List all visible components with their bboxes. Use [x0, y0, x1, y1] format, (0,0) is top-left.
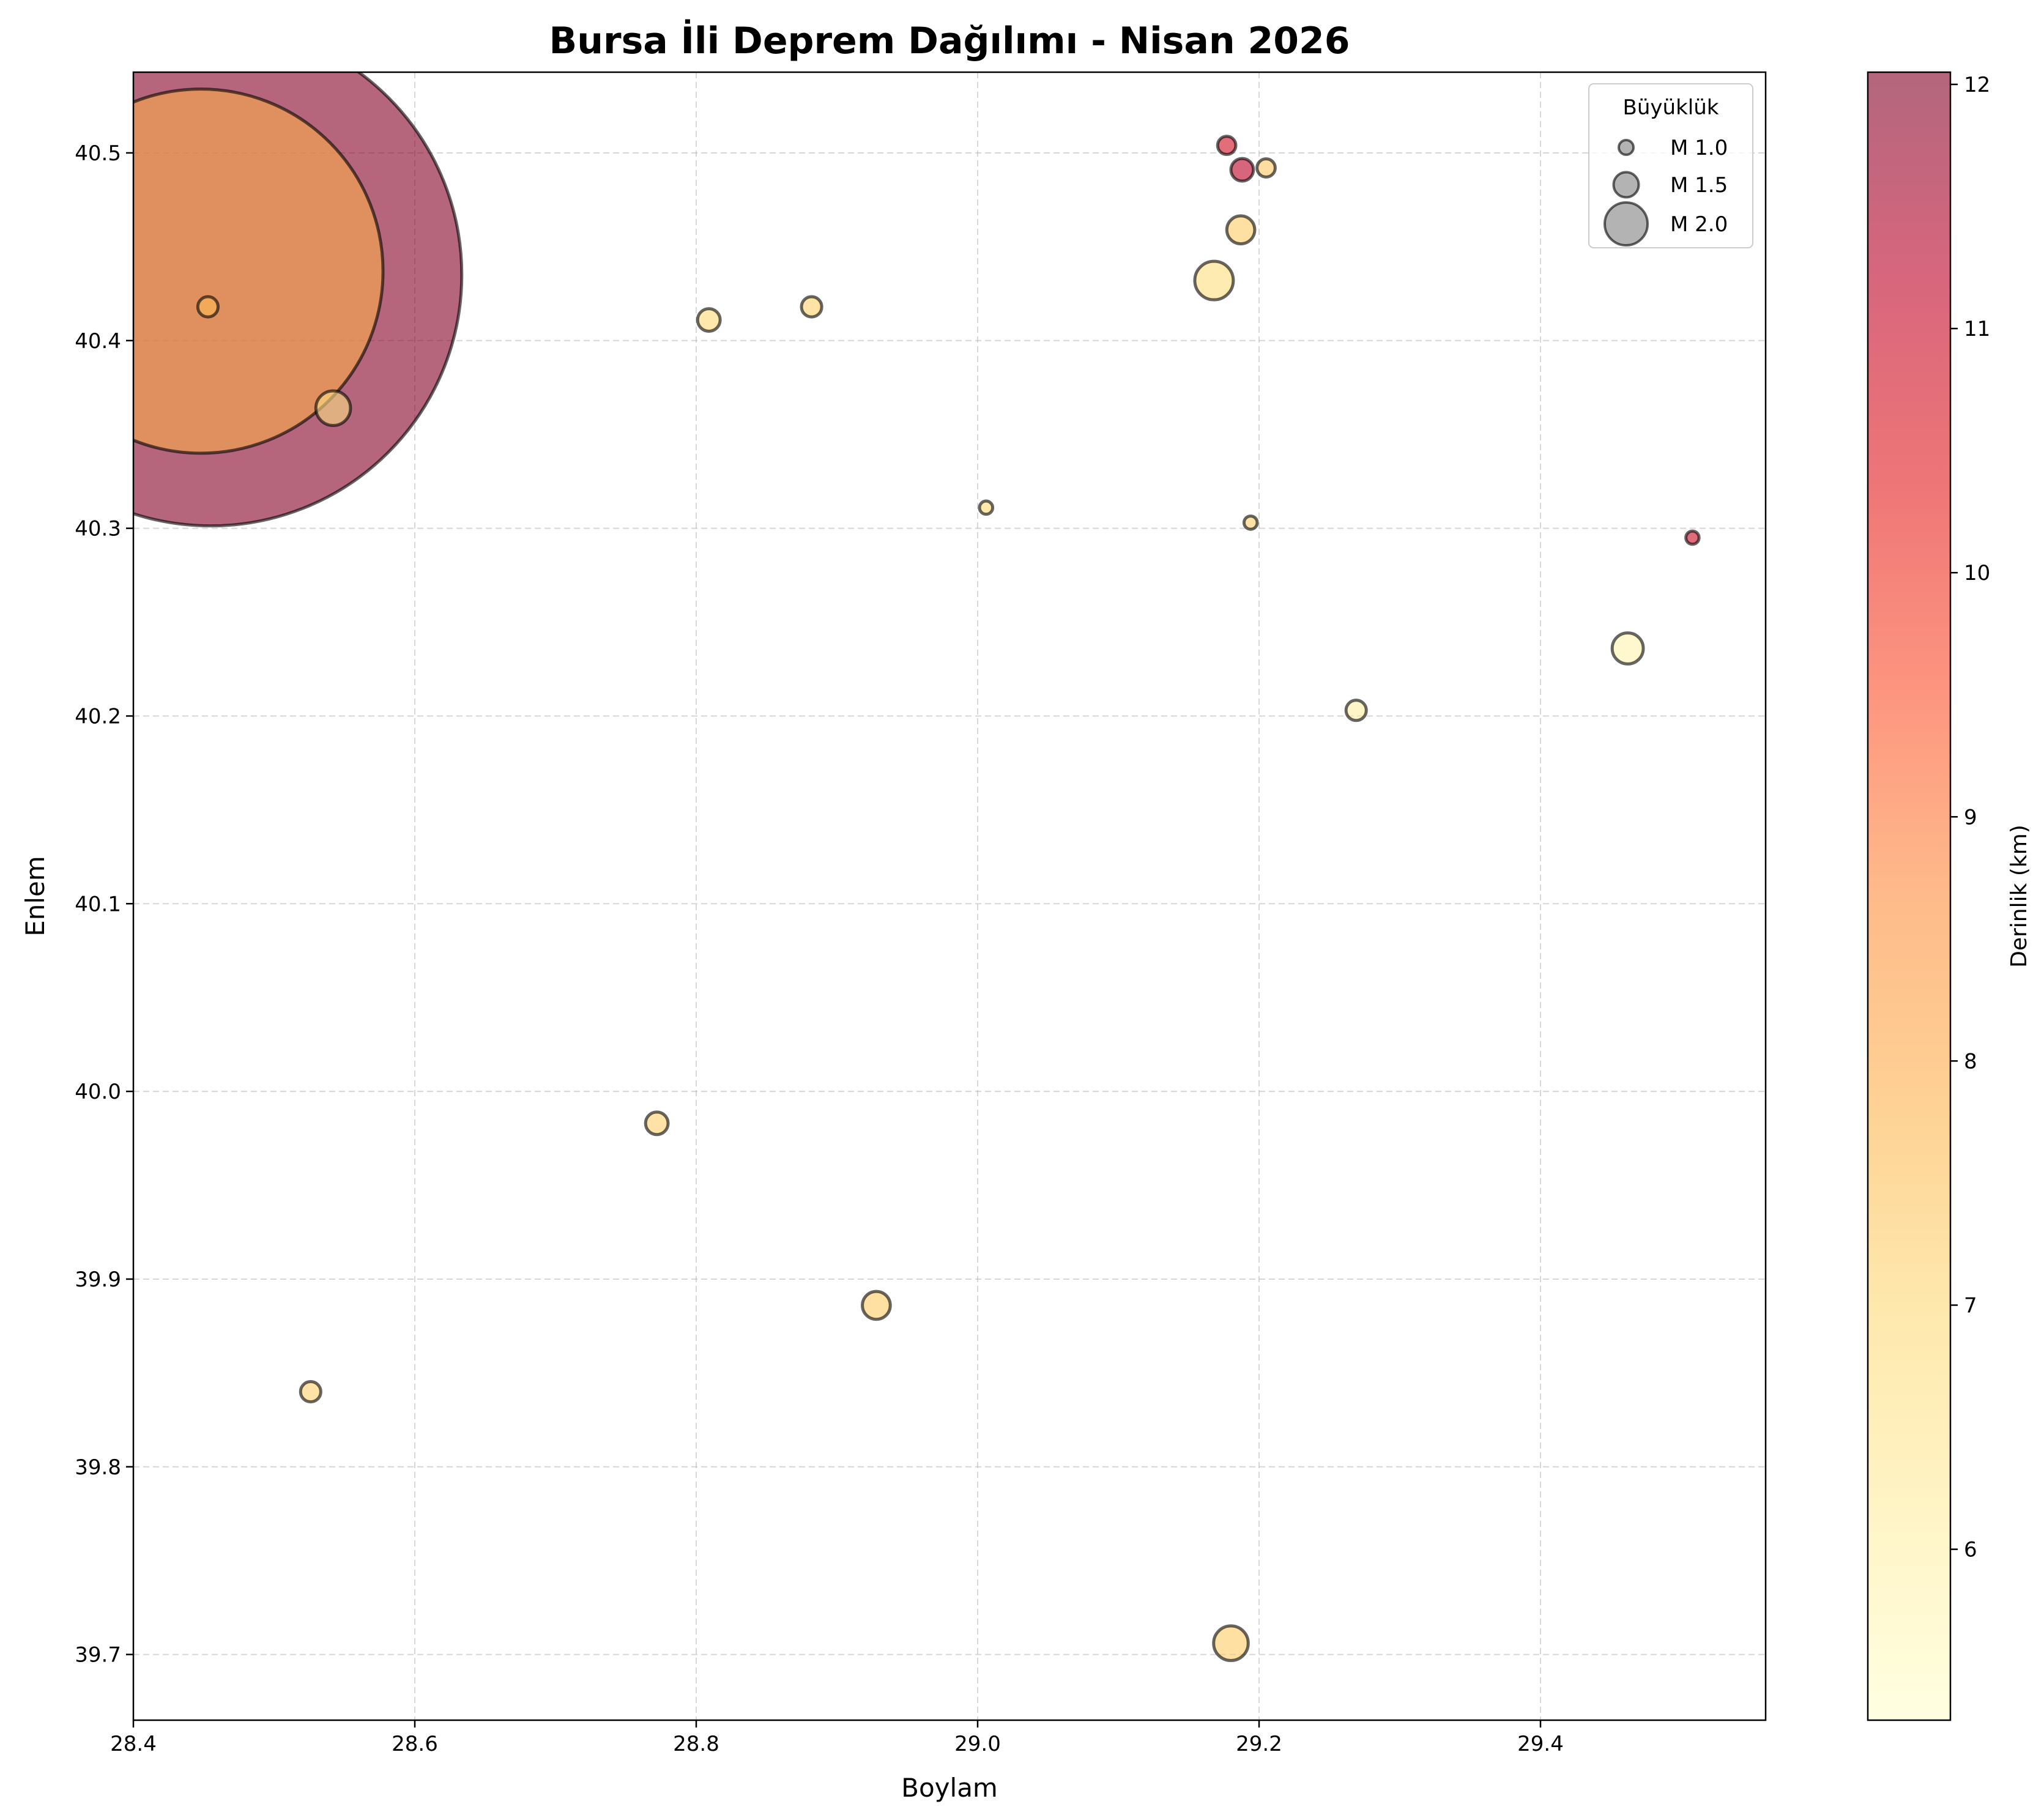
- colorbar-ticks: 6 7 8 9 10 11 12: [1950, 73, 1990, 1562]
- earthquake-point: [133, 87, 385, 455]
- legend-label: M 1.0: [1670, 136, 1728, 160]
- colorbar-tick-label: 7: [1964, 1294, 1977, 1318]
- x-tick-label: 28.6: [392, 1732, 438, 1756]
- earthquake-point: [696, 307, 722, 333]
- chart-title: Bursa İli Deprem Dağılımı - Nisan 2026: [549, 18, 1350, 62]
- legend-title: Büyüklük: [1623, 95, 1719, 120]
- plot-frame: [132, 71, 1767, 1721]
- earthquake-point: [861, 1290, 892, 1321]
- y-tick-label: 40.5: [75, 141, 121, 166]
- legend-marker: [1617, 138, 1635, 157]
- legend-marker: [1612, 171, 1640, 199]
- x-tick-label: 28.8: [673, 1732, 719, 1756]
- y-tick-label: 40.4: [75, 329, 121, 354]
- colorbar-label: Derinlik (km): [2007, 825, 2032, 968]
- earthquake-point: [1684, 529, 1701, 546]
- x-tick-label: 29.2: [1236, 1732, 1282, 1756]
- x-axis: 28.4 28.6 28.8 29.0 29.2 29.4: [110, 1720, 1564, 1756]
- earthquake-point: [1216, 135, 1238, 157]
- legend: Büyüklük M 1.0 M 1.5 M 2.0: [1588, 83, 1753, 248]
- earthquake-point: [196, 295, 220, 319]
- y-tick-label: 39.7: [75, 1643, 121, 1668]
- colorbar: [1867, 71, 1952, 1721]
- x-tick-label: 29.0: [954, 1732, 1001, 1756]
- earthquake-point: [800, 295, 823, 319]
- x-tick-label: 29.4: [1517, 1732, 1564, 1756]
- colorbar-tick-label: 9: [1964, 805, 1977, 830]
- earthquake-point: [1344, 699, 1368, 722]
- colorbar-tick-label: 6: [1964, 1538, 1977, 1562]
- earthquake-point: [1193, 259, 1235, 302]
- legend-marker: [1603, 201, 1649, 247]
- earthquake-point: [1255, 157, 1277, 179]
- earthquake-point: [1212, 1624, 1250, 1662]
- colorbar-tick-label: 12: [1964, 73, 1990, 97]
- colorbar-tick-label: 10: [1964, 561, 1990, 585]
- y-tick-label: 40.3: [75, 517, 121, 541]
- y-axis: 39.7 39.8 39.9 40.0 40.1 40.2 40.3 40.4 40.5: [75, 141, 133, 1668]
- y-tick-label: 39.8: [75, 1455, 121, 1480]
- y-tick-label: 40.1: [75, 892, 121, 916]
- earthquake-point: [1229, 157, 1255, 183]
- x-tick-label: 28.4: [110, 1732, 157, 1756]
- y-axis-label: Enlem: [20, 856, 50, 937]
- x-axis-label: Boylam: [901, 1773, 998, 1803]
- y-tick-label: 40.0: [75, 1080, 121, 1104]
- colorbar-tick-label: 8: [1964, 1049, 1977, 1074]
- earthquake-point: [644, 1110, 670, 1137]
- earthquake-point: [299, 1379, 322, 1404]
- earthquake-point: [978, 499, 995, 516]
- data-points: [133, 72, 1701, 1662]
- y-tick-label: 40.2: [75, 704, 121, 729]
- earthquake-point: [314, 389, 352, 428]
- earthquake-point: [1242, 514, 1259, 531]
- y-tick-label: 39.9: [75, 1268, 121, 1292]
- legend-label: M 1.5: [1670, 173, 1728, 198]
- earthquake-point: [1610, 631, 1645, 666]
- legend-label: M 2.0: [1670, 212, 1728, 237]
- colorbar-tick-label: 11: [1964, 317, 1990, 341]
- earthquake-point: [1225, 214, 1257, 246]
